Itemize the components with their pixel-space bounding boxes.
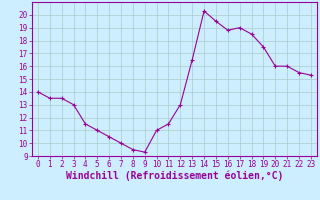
X-axis label: Windchill (Refroidissement éolien,°C): Windchill (Refroidissement éolien,°C)	[66, 171, 283, 181]
